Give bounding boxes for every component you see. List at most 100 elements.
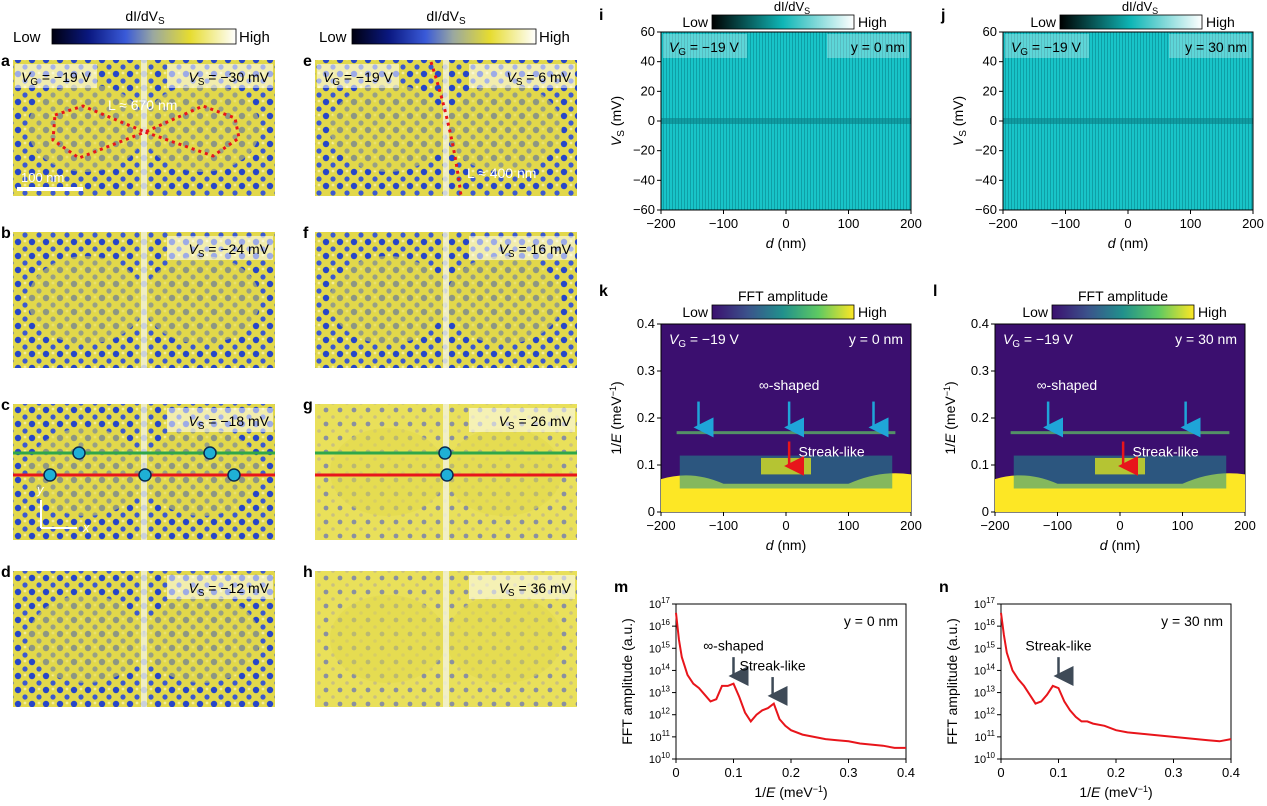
label-infinity-shaped: ∞-shaped (1037, 377, 1098, 393)
x-axis-unit: (meV (1100, 784, 1138, 800)
y-tick-label: 0.3 (971, 363, 989, 378)
y-tick-exp: 17 (661, 596, 670, 605)
x-tick-label: 200 (1234, 518, 1256, 533)
colorbar-high: High (858, 304, 887, 320)
marker-dot (43, 468, 57, 482)
x-axis-var: d (766, 537, 775, 553)
x-tick-label: −200 (646, 518, 675, 533)
label-val: = −19 V (1028, 39, 1082, 55)
map-center-streak (443, 232, 449, 368)
colorbar-title: dI/dVS (1122, 0, 1158, 16)
label-bg (469, 64, 575, 88)
y-tick-label: 0.4 (637, 316, 655, 331)
y-tick-base: 10 (974, 643, 986, 655)
label-sub: G (30, 77, 38, 88)
x-tick-label: −200 (980, 518, 1009, 533)
map-lobe-left (28, 256, 144, 344)
y-tick-exp: 15 (661, 640, 670, 649)
vg-label: VG = −19 V (669, 39, 740, 58)
label-sub: G (1020, 47, 1028, 58)
panel-letter: d (1, 564, 11, 581)
label-bg (469, 236, 575, 260)
x-tick-label: −200 (988, 216, 1017, 231)
y-axis-sub: S (958, 130, 969, 137)
colorbar-low: Low (13, 29, 41, 46)
map-lobe-left (330, 428, 446, 516)
y-axis-unit: (mV) (950, 96, 966, 130)
colorbar-low: Low (682, 304, 709, 320)
y-axis-var: V (608, 135, 624, 146)
label-val: = −19 V (1020, 331, 1074, 347)
map-lobe-right (144, 595, 260, 683)
label-sub: S (198, 77, 205, 88)
colorbar-title: dI/dVS (774, 0, 810, 16)
map-panel-f: f VS = 16 mV (303, 225, 577, 368)
y-axis-pre: 1/ (942, 443, 958, 455)
label-var: V (669, 331, 680, 347)
colorbar-bar (1059, 14, 1203, 30)
y-tick-label: 1017 (974, 596, 996, 611)
x-tick-label: 0.4 (1222, 765, 1240, 780)
label-sub: S (508, 249, 515, 260)
colorbar-high: High (1198, 304, 1227, 320)
marker-dot (72, 446, 86, 460)
x-tick-label: 100 (1180, 216, 1202, 231)
y-axis-label: 1/E (meV−1) (608, 381, 624, 454)
y-tick-exp: 13 (661, 685, 670, 694)
colorbar-title-sub: S (804, 6, 810, 16)
y-tick-base: 10 (649, 665, 661, 677)
y-tick-base: 10 (649, 643, 661, 655)
colorbar-high: High (239, 29, 270, 46)
label-sub: G (332, 77, 340, 88)
x-tick-label: −100 (709, 216, 738, 231)
y-position-label: y = 30 nm (1185, 39, 1247, 55)
y-tick-base: 10 (649, 621, 661, 633)
label-val: = −19 V (38, 69, 92, 85)
x-tick-label: −200 (646, 216, 675, 231)
x-tick-label: 0.4 (897, 765, 915, 780)
y-tick-label: 0 (990, 113, 997, 128)
y-tick-label: 1016 (974, 618, 996, 633)
x-tick-label: 0 (1116, 518, 1123, 533)
map-panel-d: d VS = −12 mV (1, 564, 275, 707)
map-lobe-right (446, 595, 562, 683)
length-annotation: L ≈ 400 nm (467, 165, 536, 181)
x-axis-var: E (766, 784, 776, 800)
map-center-streak (141, 232, 147, 368)
label-sub: G (1012, 339, 1020, 350)
colorbar-bar (711, 14, 855, 30)
scale-label: 100 nm (21, 170, 64, 185)
heatmap-streak-region (761, 457, 811, 475)
y-tick-label: 1010 (649, 751, 671, 766)
label-bg (469, 575, 575, 599)
y-tick-label: 0.3 (637, 363, 655, 378)
label-var: V (506, 69, 517, 85)
panel-k: k FFT amplitude Low High −200 −100 0 100 200 0.4 0… (599, 283, 922, 553)
colorbar-bar (351, 28, 537, 45)
y-tick-base: 10 (649, 732, 661, 744)
vg-label: VG = −19 V (1011, 39, 1082, 58)
x-axis-var: E (1091, 784, 1101, 800)
panel-letter: e (303, 53, 312, 70)
y-axis-label: FFT amplitude (a.u.) (619, 618, 635, 745)
x-tick-label: 0 (782, 518, 789, 533)
label-val: = −30 mV (204, 69, 269, 85)
colorbar-low: Low (1022, 304, 1049, 320)
map-center-streak (141, 60, 147, 196)
label-bg (827, 34, 909, 58)
panel-m: m0 0.1 0.2 0.3 0.410101011101210131014101510… (614, 579, 915, 800)
label-val: = 16 mV (515, 241, 572, 257)
x-tick-label: 0 (782, 216, 789, 231)
y-tick-base: 10 (974, 732, 986, 744)
label-var: V (499, 580, 510, 596)
label-var: V (669, 39, 680, 55)
y-axis-exp: −1 (942, 386, 952, 396)
y-tick-label: −60 (633, 202, 655, 217)
x-tick-label: 0.3 (1164, 765, 1182, 780)
panel-n: n0 0.1 0.2 0.3 0.410101011101210131014101510… (939, 579, 1240, 800)
x-axis-label: d (nm) (1108, 235, 1148, 251)
y-tick-label: 20 (983, 83, 997, 98)
